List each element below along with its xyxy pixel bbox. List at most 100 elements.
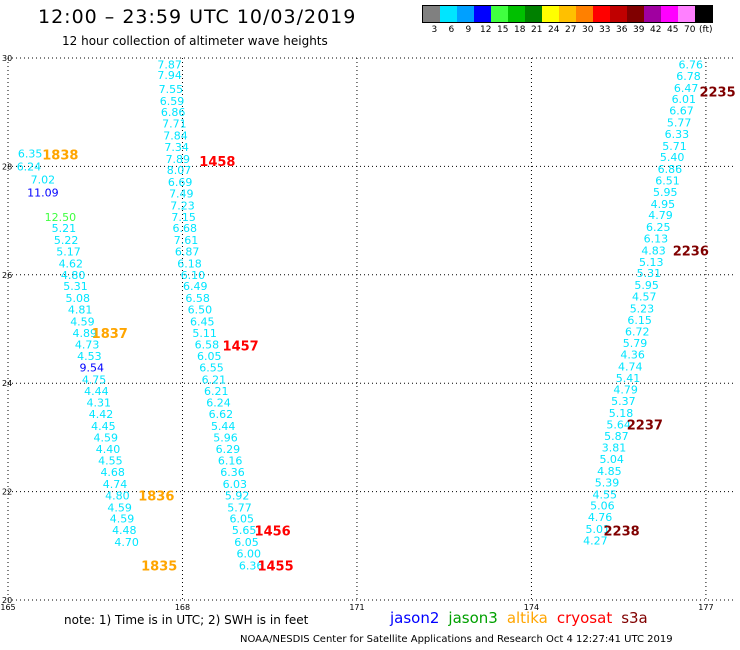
wave-height-value: 7.55: [159, 83, 184, 96]
wave-height-value: 4.80: [105, 489, 130, 502]
legend-label: 45: [667, 25, 679, 35]
wave-height-value: 4.73: [75, 339, 100, 352]
wave-height-value: 4.27: [583, 534, 608, 547]
legend-label: 21: [531, 25, 543, 35]
wave-height-value: 6.13: [644, 232, 669, 245]
wave-height-value: 6.21: [204, 385, 229, 398]
wave-height-value: 5.40: [660, 151, 685, 164]
legend-label: 70: [684, 25, 696, 35]
wave-height-value: 6.59: [160, 95, 185, 108]
wave-height-value: 8.07: [167, 164, 192, 177]
y-tick-label: 26: [2, 271, 12, 280]
wave-height-value: 5.06: [590, 500, 615, 513]
wave-height-value: 7.87: [157, 59, 182, 72]
wave-height-value: 6.49: [183, 280, 208, 293]
wave-height-value: 7.02: [31, 173, 56, 186]
pass-time-label: 2236: [673, 244, 709, 259]
wave-height-value: 6.05: [197, 350, 222, 363]
wave-height-value: 5.79: [623, 337, 648, 350]
legend-label: 6: [448, 25, 455, 35]
wave-height-value: 4.79: [648, 209, 673, 222]
wave-height-value: 5.92: [225, 489, 250, 502]
x-tick-label: 177: [698, 603, 713, 612]
y-tick-label: 28: [2, 162, 12, 171]
wave-height-value: 4.59: [70, 315, 95, 328]
legend-label: 24: [548, 25, 560, 35]
pass-time-label: 2237: [627, 418, 663, 433]
wave-height-value: 4.40: [96, 443, 121, 456]
wave-height-value: 5.44: [211, 420, 236, 433]
wave-height-value: 4.76: [588, 511, 613, 524]
wave-height-value: 6.50: [188, 303, 213, 316]
wave-height-value: 6.36: [239, 559, 264, 572]
legend-label: 27: [565, 25, 577, 35]
wave-height-value: 6.67: [669, 105, 694, 118]
wave-height-value: 7.23: [170, 199, 195, 212]
wave-height-value: 4.75: [82, 373, 107, 386]
wave-height-value: 7.71: [162, 118, 187, 131]
legend-label: 33: [599, 25, 611, 35]
wave-height-value: 4.31: [86, 397, 111, 410]
wave-height-value: 4.74: [618, 360, 643, 373]
pass-time-label: 1458: [199, 155, 235, 170]
pass-time-label: 1456: [255, 525, 291, 540]
pass-time-label: 1835: [141, 559, 177, 574]
legend-swatch: [508, 6, 525, 22]
wave-height-value: 4.44: [84, 385, 109, 398]
legend-label: 36: [616, 25, 628, 35]
wave-height-value: 6.10: [181, 269, 206, 282]
wave-height-value: 4.83: [641, 244, 666, 257]
legend-swatch: [525, 6, 542, 22]
wave-height-value: 6.36: [220, 466, 245, 479]
legend-label: 42: [650, 25, 662, 35]
wave-height-value: 6.55: [199, 361, 224, 374]
pass-time-label: 2235: [699, 86, 735, 101]
wave-height-value: 7.34: [164, 141, 189, 154]
wave-height-value: 6.62: [209, 408, 234, 421]
legend-swatch: [644, 6, 661, 22]
wave-height-value: 4.85: [597, 465, 622, 478]
wave-height-value: 4.70: [114, 536, 139, 549]
wave-height-value: 5.08: [66, 292, 91, 305]
wave-height-value: 5.39: [595, 476, 620, 489]
wave-height-value: 6.05: [230, 513, 255, 526]
wave-height-value: 5.11: [192, 327, 217, 340]
wave-height-value: 5.22: [54, 234, 79, 247]
legend-swatch: [491, 6, 508, 22]
wave-height-value: 5.95: [634, 279, 659, 292]
wave-height-value: 4.89: [73, 327, 98, 340]
wave-height-value: 7.49: [169, 188, 194, 201]
wave-height-value: 5.17: [56, 245, 81, 258]
wave-height-value: 6.29: [216, 443, 241, 456]
satellite-s3a: s3a: [621, 609, 648, 627]
wave-height-value: 4.74: [103, 478, 128, 491]
x-tick-label: 168: [175, 603, 190, 612]
legend-swatch: [627, 6, 644, 22]
wave-height-value: 6.18: [177, 257, 202, 270]
axis-tick-labels: 165 168 171 174 177 20 22 24 26 28 30: [0, 54, 713, 612]
units-note: note: 1) Time is in UTC; 2) SWH is in fe…: [64, 613, 309, 627]
wave-height-value: 12.50: [45, 211, 77, 224]
wave-height-value: 4.55: [592, 488, 617, 501]
wave-height-value: 6.47: [674, 82, 699, 95]
wave-height-value: 5.31: [63, 280, 88, 293]
legend-swatch: [695, 6, 712, 22]
wave-height-value: 6.33: [665, 128, 690, 141]
wave-height-value: 6.69: [168, 176, 193, 189]
legend-label: 18: [514, 25, 526, 35]
color-legend: 3 6 9 12 15 18 21 24 27 30 33 36 39 42 45 70 (ft): [422, 5, 713, 37]
pass-time-label: 2238: [603, 525, 639, 540]
pass-time-label: 1837: [92, 327, 128, 342]
wave-height-value: 4.53: [77, 350, 102, 363]
wave-height-value: 6.45: [190, 315, 215, 328]
legend-swatch: [576, 6, 593, 22]
legend-swatch: [678, 6, 695, 22]
wave-height-value: 4.81: [68, 303, 93, 316]
wave-height-value: 6.01: [672, 93, 697, 106]
satellite-jason3: jason3: [448, 609, 498, 627]
wave-height-value: 7.89: [166, 153, 191, 166]
chart-subtitle: 12 hour collection of altimeter wave hei…: [62, 34, 328, 48]
wave-height-value: 4.42: [89, 408, 114, 421]
chart-title: 12:00 – 23:59 UTC 10/03/2019: [38, 6, 357, 28]
